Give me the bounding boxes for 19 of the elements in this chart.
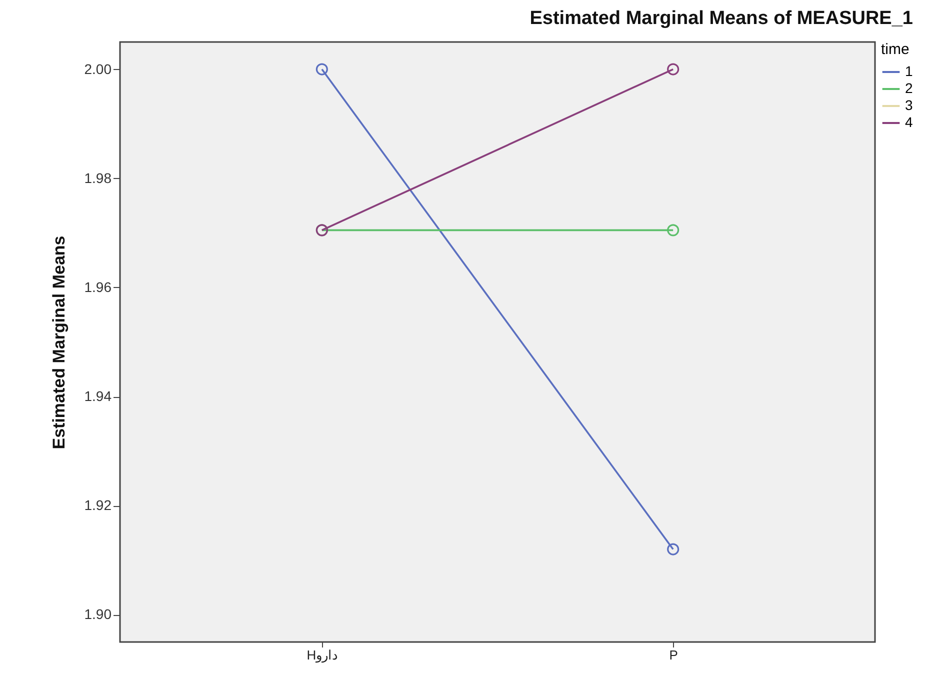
point [667,543,680,556]
legend-label: 1 [905,63,913,79]
x-tick-label: P [669,648,678,662]
y-tick-label: 1.94 [84,388,112,404]
point [667,224,680,236]
y-tick-label: 1.98 [84,170,112,186]
legend-label: 4 [905,114,913,130]
legend-label: 3 [905,97,913,113]
point [667,63,680,76]
point [316,63,328,76]
y-tick-label: 1.92 [84,497,112,514]
y-axis-title: Estimated Marginal Means [49,236,68,450]
legend-title: time [881,41,910,58]
legend-label: 2 [905,80,913,96]
y-tick-label: 1.96 [84,278,112,295]
x-tick-label: Hدارو [306,648,338,664]
y-tick-label: 1.90 [84,606,112,622]
chart-title: Estimated Marginal Means of MEASURE_1 [530,8,914,29]
y-tick-label: 2.00 [84,60,112,77]
